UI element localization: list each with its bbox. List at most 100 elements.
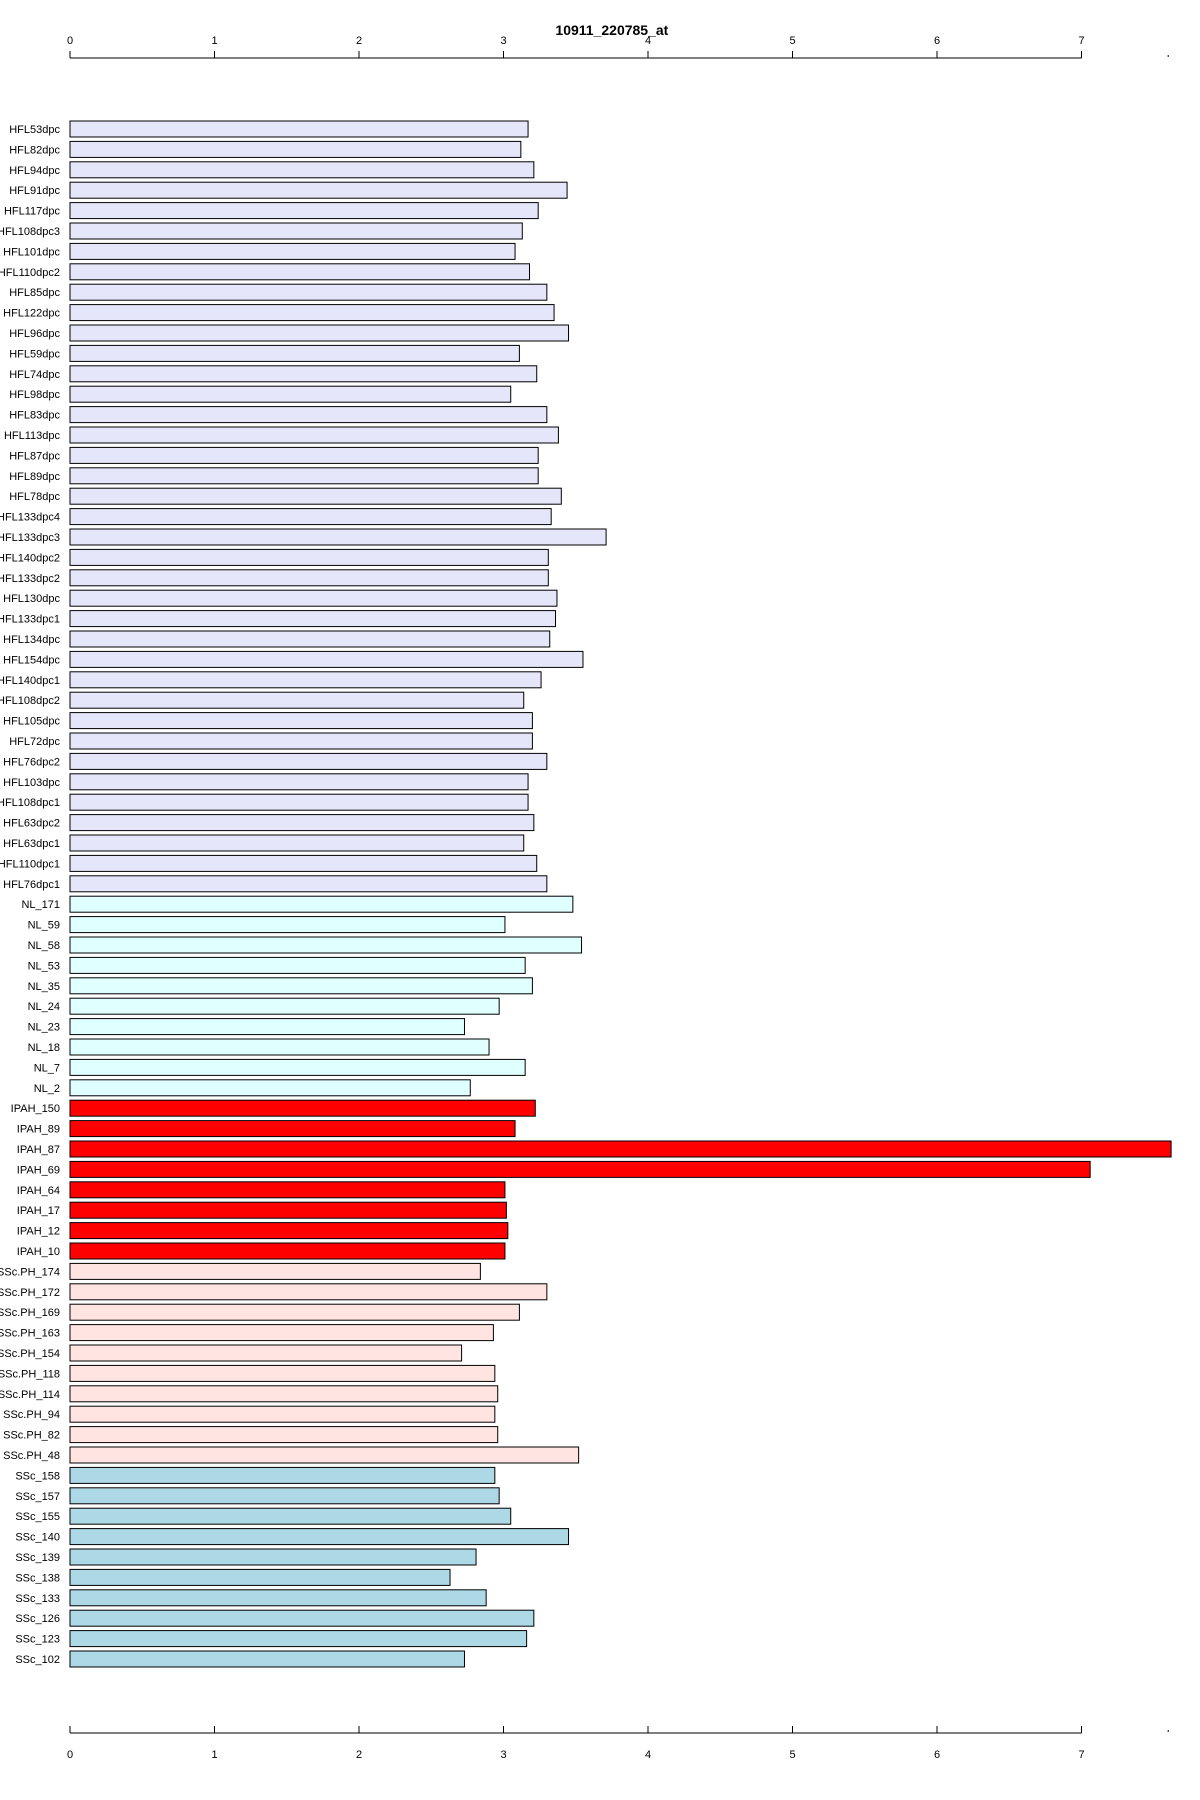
- top-axis: 0 1 2 3 4 5 6 7: [67, 35, 1169, 59]
- bar: [69, 1487, 500, 1505]
- category-label: HFL133dpc2: [0, 573, 60, 585]
- bar: [69, 691, 525, 709]
- category-label: SSc.PH_163: [0, 1328, 60, 1340]
- category-label: SSc_155: [15, 1511, 60, 1523]
- bar: [69, 854, 538, 872]
- bar: [69, 1222, 509, 1240]
- bar: [69, 1058, 526, 1076]
- bar: [69, 1405, 496, 1423]
- category-label: SSc.PH_118: [0, 1368, 60, 1380]
- category-label: HFL94dpc: [9, 165, 60, 177]
- bar: [69, 997, 500, 1015]
- category-label: HFL117dpc: [4, 206, 61, 218]
- tick-label: 5: [789, 1749, 795, 1761]
- category-label: HFL113dpc: [4, 430, 61, 442]
- tick-label: 1: [211, 35, 217, 47]
- category-label: SSc_126: [15, 1613, 60, 1625]
- bar: [69, 1385, 499, 1403]
- bar: [69, 426, 559, 444]
- category-label: IPAH_150: [11, 1103, 60, 1115]
- bar: [69, 1548, 477, 1566]
- tick-label: 0: [67, 1749, 73, 1761]
- category-label: HFL83dpc: [9, 410, 60, 422]
- category-label: NL_35: [28, 981, 60, 993]
- category-label: HFL91dpc: [9, 185, 60, 197]
- category-label: HFL133dpc1: [0, 614, 60, 626]
- bar: [69, 446, 539, 464]
- category-label: SSc_138: [15, 1572, 60, 1584]
- bar: [69, 752, 548, 770]
- bar: [69, 1079, 471, 1097]
- bar: [69, 263, 531, 281]
- category-label: HFL72dpc: [9, 736, 60, 748]
- category-label: IPAH_12: [17, 1226, 60, 1238]
- bar: [69, 1140, 1172, 1158]
- bar: [69, 1099, 536, 1117]
- bar: [69, 712, 533, 730]
- bar: [69, 814, 535, 832]
- bar: [69, 1528, 570, 1546]
- bar: [69, 1324, 494, 1342]
- category-label: SSc_158: [15, 1470, 60, 1482]
- category-label: HFL108dpc2: [0, 695, 60, 707]
- bar: [69, 1568, 451, 1586]
- category-label: HFL101dpc: [3, 246, 60, 258]
- bar: [69, 487, 562, 505]
- bar: [69, 671, 542, 689]
- category-label: HFL108dpc1: [0, 797, 60, 809]
- bottom-axis: 0 1 2 3 4 5 6 7: [67, 1726, 1169, 1761]
- bar: [69, 140, 522, 158]
- category-label: SSc.PH_82: [3, 1430, 60, 1442]
- category-label: HFL85dpc: [9, 287, 60, 299]
- bar: [69, 1344, 463, 1362]
- category-label: SSc_123: [15, 1634, 60, 1646]
- category-label: HFL89dpc: [9, 471, 60, 483]
- category-label: SSc_139: [15, 1552, 60, 1564]
- category-label: SSc.PH_154: [0, 1348, 60, 1360]
- bar: [69, 1018, 465, 1036]
- bar: [69, 1038, 490, 1056]
- chart-title: 10911_220785_at: [555, 22, 668, 38]
- bar: [69, 895, 574, 913]
- bar: [69, 569, 549, 587]
- bar: [69, 1201, 507, 1219]
- category-label: HFL82dpc: [9, 144, 60, 156]
- category-label: HFL59dpc: [9, 348, 60, 360]
- category-label: HFL63dpc2: [3, 818, 60, 830]
- bar: [69, 202, 539, 220]
- bar: [69, 875, 548, 893]
- bar: [69, 385, 512, 403]
- bar: [69, 1466, 496, 1484]
- bar: [69, 1426, 499, 1444]
- category-label: NL_7: [34, 1062, 60, 1074]
- category-label: SSc_157: [15, 1491, 60, 1503]
- bar: [69, 1507, 512, 1525]
- category-label: SSc.PH_169: [0, 1307, 60, 1319]
- category-label: HFL98dpc: [9, 389, 60, 401]
- tick-label: 2: [356, 1749, 362, 1761]
- bar: [69, 936, 583, 954]
- category-label: IPAH_17: [17, 1205, 60, 1217]
- category-label: HFL103dpc: [3, 777, 60, 789]
- category-label: HFL74dpc: [9, 369, 60, 381]
- category-label: HFL76dpc1: [3, 879, 60, 891]
- bar: [69, 1303, 520, 1321]
- category-label: HFL96dpc: [9, 328, 60, 340]
- category-label: NL_24: [28, 1001, 60, 1013]
- bar: [69, 650, 584, 668]
- bar: [69, 548, 549, 566]
- bar: [69, 120, 529, 138]
- bar: [69, 773, 529, 791]
- bar: [69, 589, 558, 607]
- category-label: NL_23: [28, 1022, 60, 1034]
- bar: [69, 161, 535, 179]
- category-label: NL_59: [28, 920, 60, 932]
- bar: [69, 610, 557, 628]
- bar: [69, 406, 548, 424]
- category-label: HFL76dpc2: [3, 756, 60, 768]
- category-label: HFL133dpc4: [0, 512, 60, 524]
- category-label: IPAH_64: [17, 1185, 60, 1197]
- bar: [69, 1630, 528, 1648]
